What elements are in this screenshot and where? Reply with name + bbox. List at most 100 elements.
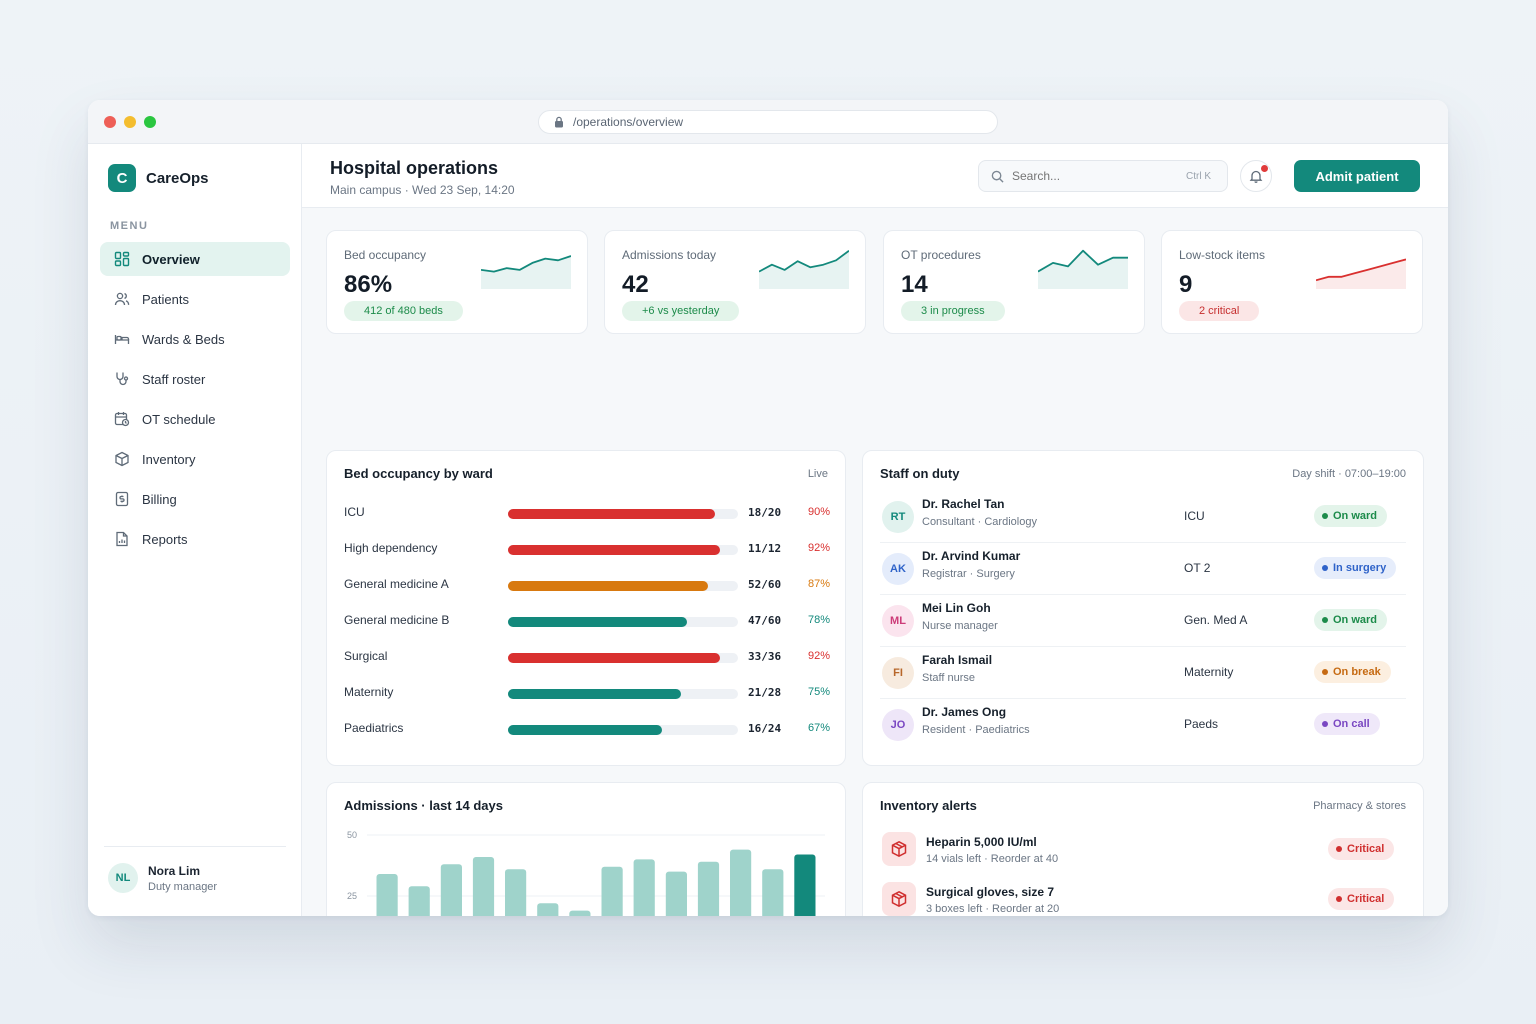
bar-day-9[interactable] — [376, 874, 398, 916]
bar-day-11[interactable] — [440, 864, 462, 916]
sidebar-item-ot-schedule[interactable]: OT schedule — [100, 402, 290, 436]
sidebar-item-overview[interactable]: Overview — [100, 242, 290, 276]
live-indicator: Live — [807, 468, 828, 480]
sidebar-item-reports[interactable]: Reports — [100, 522, 290, 556]
ward-name: Paediatrics — [344, 721, 404, 735]
staff-row[interactable]: RT Dr. Rachel Tan Consultant · Cardiology I… — [880, 491, 1406, 543]
ward-row[interactable]: Surgical 33/36 92% — [344, 647, 830, 667]
status-dot — [1322, 669, 1328, 675]
bar-day-22[interactable] — [794, 854, 816, 917]
ward-row[interactable]: General medicine A 52/60 87% — [344, 575, 830, 595]
staff-row[interactable]: JO Dr. James Ong Resident · Paediatrics Pae… — [880, 699, 1406, 751]
inventory-alert-row[interactable]: Surgical gloves, size 7 3 boxes left · Re… — [880, 882, 1406, 916]
bar-day-13[interactable] — [505, 869, 527, 916]
bar-day-10[interactable] — [408, 886, 430, 916]
ward-name: Surgical — [344, 649, 388, 663]
bar-day-19[interactable] — [697, 861, 720, 916]
status-badge: On break — [1314, 661, 1391, 683]
kpi-pill: 2 critical — [1179, 301, 1260, 321]
occupancy-percent: 92% — [807, 542, 830, 554]
search-box[interactable]: Ctrl K — [978, 160, 1228, 192]
kpi-card-ot-procedures[interactable]: OT procedures 14 3 in progress — [883, 230, 1145, 334]
ward-name: General medicine A — [344, 577, 449, 591]
document-icon — [116, 531, 128, 547]
ward-row[interactable]: High dependency 11/12 92% — [344, 539, 830, 559]
sparkline-area — [1038, 250, 1128, 289]
inventory-scope: Pharmacy & stores — [1313, 800, 1406, 812]
bar-day-15[interactable] — [569, 910, 591, 916]
staff-role: Nurse manager — [922, 620, 998, 632]
staff-location: OT 2 — [1184, 561, 1211, 575]
severity-label: Critical — [1347, 843, 1385, 855]
item-name: Surgical gloves, size 7 — [926, 885, 1055, 899]
bar-day-16[interactable] — [601, 866, 623, 916]
kpi-card-low-stock[interactable]: Low-stock items 9 2 critical — [1161, 230, 1423, 334]
staff-row[interactable]: AK Dr. Arvind Kumar Registrar · Surgery OT … — [880, 543, 1406, 595]
sidebar-item-label: Wards & Beds — [142, 331, 225, 347]
search-input[interactable] — [1012, 169, 1172, 183]
admit-patient-button[interactable]: Admit patient — [1294, 160, 1420, 192]
avatar: AK — [882, 553, 914, 585]
occupancy-bar — [508, 689, 738, 699]
sidebar-item-billing[interactable]: Billing — [100, 482, 290, 516]
bar-day-12[interactable] — [472, 857, 495, 916]
kpi-value: 86% — [344, 271, 393, 298]
brand[interactable]: C CareOps — [108, 164, 209, 192]
bar-day-20[interactable] — [730, 849, 752, 916]
box-icon — [115, 451, 129, 467]
notifications-button[interactable] — [1240, 160, 1272, 192]
avatar: ML — [882, 605, 914, 637]
inventory-alerts-card: Inventory alerts Pharmacy & stores Hepar… — [862, 782, 1424, 916]
occupancy-percent: 87% — [807, 578, 830, 590]
staff-row[interactable]: ML Mei Lin Goh Nurse manager Gen. Med A On w… — [880, 595, 1406, 647]
bar-day-21[interactable] — [762, 869, 784, 916]
maximize-window-button[interactable] — [144, 116, 156, 128]
avatar: NL — [108, 863, 138, 893]
ward-row[interactable]: Maternity 21/28 75% — [344, 683, 830, 703]
card-title: Bed occupancy by ward — [344, 466, 493, 481]
address-bar[interactable]: /operations/overview — [538, 110, 998, 134]
users-icon — [114, 292, 130, 306]
staff-on-duty-card: Staff on duty Day shift · 07:00–19:00 RT… — [862, 450, 1424, 766]
kpi-value: 9 — [1179, 271, 1193, 298]
sidebar-item-inventory[interactable]: Inventory — [100, 442, 290, 476]
ward-row[interactable]: ICU 18/20 90% — [344, 503, 830, 523]
bar-day-14[interactable] — [537, 903, 559, 916]
kpi-card-admissions-today[interactable]: Admissions today 42 +6 vs yesterday — [604, 230, 866, 334]
close-window-button[interactable] — [104, 116, 116, 128]
notification-badge — [1261, 165, 1268, 172]
staff-name: Dr. Arvind Kumar — [922, 549, 1021, 563]
sidebar-item-label: OT schedule — [142, 411, 216, 427]
bar-day-17[interactable] — [633, 859, 655, 916]
bed-count: 47/60 — [748, 614, 782, 627]
address-url: /operations/overview — [573, 115, 684, 129]
bed-count: 11/12 — [748, 542, 782, 555]
sparkline-line — [1316, 258, 1406, 282]
bar-day-18[interactable] — [665, 871, 687, 916]
browser-window: /operations/overview C CareOps MENU Over… — [88, 100, 1448, 916]
bell-icon — [1249, 170, 1263, 183]
main-content: Hospital operations Main campus · Wed 23… — [302, 144, 1448, 916]
severity-label: Critical — [1347, 893, 1385, 905]
status-dot — [1322, 721, 1328, 727]
shift-label: Day shift · 07:00–19:00 — [1292, 468, 1406, 480]
sidebar-item-wards-beds[interactable]: Wards & Beds — [100, 322, 290, 356]
ward-row[interactable]: Paediatrics 16/24 67% — [344, 719, 830, 739]
current-user[interactable]: NL Nora Lim Duty manager — [104, 846, 286, 893]
calendar-clock-icon — [114, 412, 130, 427]
ward-row[interactable]: General medicine B 47/60 78% — [344, 611, 830, 631]
brand-logo: C — [108, 164, 136, 192]
status-badge: On ward — [1314, 505, 1388, 527]
sidebar-item-label: Billing — [142, 491, 177, 507]
inventory-alert-row[interactable]: Heparin 5,000 IU/ml 14 vials left · Reord… — [880, 832, 1406, 872]
avatar: JO — [882, 709, 914, 741]
sidebar: C CareOps MENU Overview Patients Wards &… — [88, 144, 302, 916]
occupancy-bar-fill — [508, 653, 720, 663]
minimize-window-button[interactable] — [124, 116, 136, 128]
sidebar-item-label: Inventory — [142, 451, 196, 467]
staff-row[interactable]: FI Farah Ismail Staff nurse Maternity On bre… — [880, 647, 1406, 699]
sidebar-item-patients[interactable]: Patients — [100, 282, 290, 316]
sidebar-item-staff-roster[interactable]: Staff roster — [100, 362, 290, 396]
kpi-card-bed-occupancy[interactable]: Bed occupancy 86% 412 of 480 beds — [326, 230, 588, 334]
